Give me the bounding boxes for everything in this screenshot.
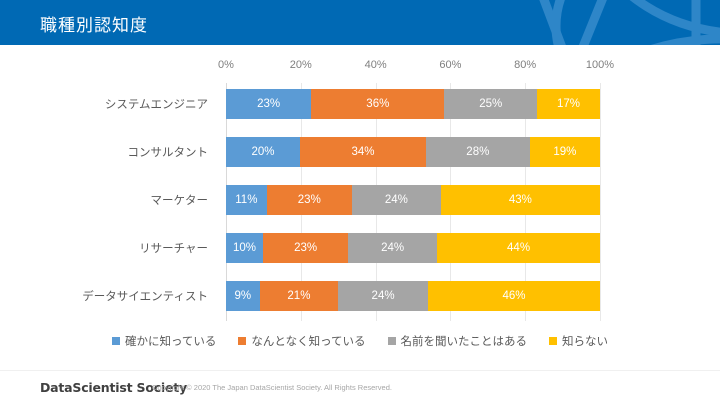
bar-segment[interactable]: 28% [425, 137, 530, 167]
bar-row[interactable]: 9% 21% 24% 46% [226, 281, 600, 311]
legend-label: なんとなく知っている [251, 334, 366, 348]
x-axis-tick-labels: 0% 20% 40% 60% 80% 100% [0, 59, 720, 75]
category-label: リサーチャー [139, 241, 208, 255]
footer-copyright: Copyright © 2020 The Japan DataScientist… [152, 383, 392, 392]
x-axis-tick-100: 100% [585, 59, 615, 71]
x-axis-tick-20: 20% [289, 59, 312, 71]
legend-item[interactable]: 知らない [549, 333, 608, 349]
x-axis-tick-60: 60% [439, 59, 462, 71]
bar-row[interactable]: 11% 23% 24% 43% [226, 185, 600, 215]
bar-segment[interactable]: 25% [444, 89, 538, 119]
bar-segment[interactable]: 23% [226, 89, 312, 119]
bar-row[interactable]: 23% 36% 25% 17% [226, 89, 600, 119]
legend-item[interactable]: 確かに知っている [111, 333, 217, 349]
plot-area: システムエンジニア 23% 36% 25% 17% コンサルタント 20% 34% 28% 19%… [82, 83, 601, 321]
bar-segment[interactable]: 23% [263, 233, 349, 263]
legend-swatch-icon [238, 337, 247, 345]
bar-segment[interactable]: 9% [226, 281, 260, 311]
chart-region: 0% 20% 40% 60% 80% 100% システムエンジニア 23% 36% 25% 17%… [0, 45, 720, 405]
category-label: システムエンジニア [104, 97, 208, 111]
bar-segment[interactable]: 11% [226, 185, 267, 215]
logo-pattern-icon [539, 0, 720, 45]
page-title: 職種別認知度 [40, 16, 148, 36]
bar-segment[interactable]: 44% [437, 233, 601, 263]
gridline-100 [600, 83, 601, 321]
bar-segment[interactable]: 43% [440, 185, 600, 215]
bar-segment[interactable]: 21% [259, 281, 339, 311]
x-axis-tick-40: 40% [364, 59, 387, 71]
bar-segment[interactable]: 24% [348, 233, 438, 263]
bar-segment[interactable]: 34% [300, 137, 426, 167]
legend-label: 名前を聞いたことはある [400, 334, 528, 348]
bar-row[interactable]: 10% 23% 24% 44% [226, 233, 601, 263]
x-axis-tick-0: 0% [218, 59, 234, 71]
legend-label: 知らない [562, 334, 609, 348]
bar-segment[interactable]: 24% [338, 281, 428, 311]
category-label: コンサルタント [127, 145, 209, 159]
bar-row[interactable]: 20% 34% 28% 19% [226, 137, 600, 167]
bar-segment[interactable]: 17% [537, 89, 600, 119]
legend-label: 確かに知っている [124, 334, 217, 348]
x-axis-tick-80: 80% [514, 59, 537, 71]
slide-footer: DataScientist Society Copyright © 2020 T… [0, 370, 720, 405]
bar-segment[interactable]: 23% [266, 185, 352, 215]
legend-swatch-icon [111, 337, 120, 345]
legend-swatch-icon [549, 337, 558, 345]
bar-segment[interactable]: 36% [311, 89, 445, 119]
bar-segment[interactable]: 19% [529, 137, 600, 167]
slide-header: 職種別認知度 [0, 0, 720, 45]
category-label: データサイエンティスト [82, 289, 208, 303]
legend-item[interactable]: 名前を聞いたことはある [387, 333, 528, 349]
category-label: マーケター [150, 193, 209, 207]
legend-item[interactable]: なんとなく知っている [238, 333, 366, 349]
chart-legend: 確かに知っている なんとなく知っている 名前を聞いたことはある 知らない [0, 333, 720, 349]
footer-logo: DataScientist Society [40, 380, 188, 395]
bar-segment[interactable]: 24% [351, 185, 441, 215]
bar-segment[interactable]: 20% [226, 137, 301, 167]
bar-segment[interactable]: 46% [427, 281, 600, 311]
bar-segment[interactable]: 10% [226, 233, 264, 263]
legend-swatch-icon [387, 337, 396, 345]
